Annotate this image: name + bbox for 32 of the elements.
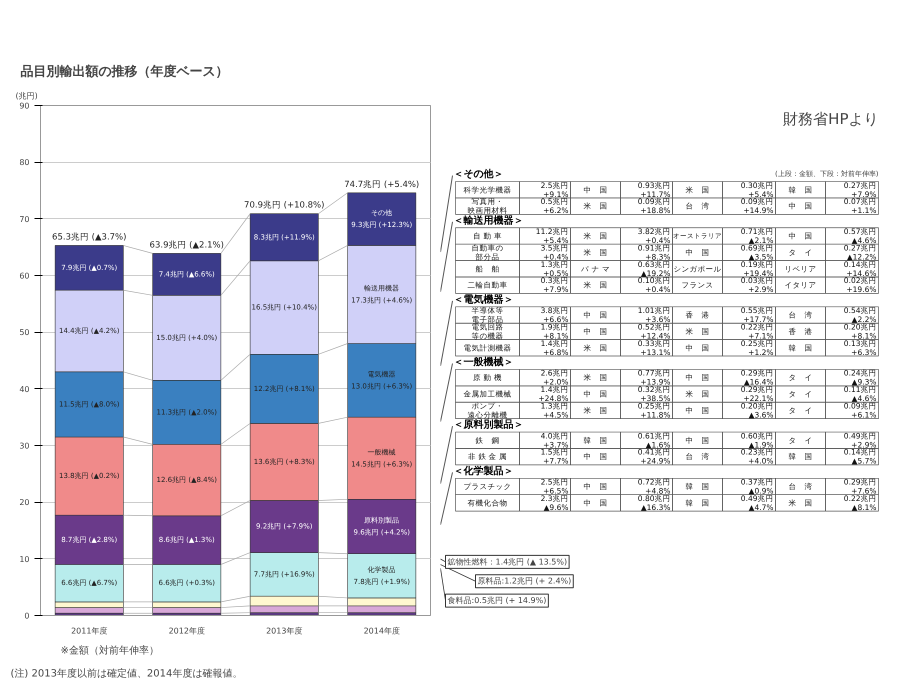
x-tick-label: 2012年度 xyxy=(168,626,205,636)
y-tick-label: 70 xyxy=(19,214,30,224)
y-tick-label: 90 xyxy=(19,102,30,110)
text: ＜一般機械＞ xyxy=(454,356,514,368)
x-tick-label: 2014年度 xyxy=(364,626,400,636)
y-tick-label: 40 xyxy=(19,384,30,394)
x-tick-label: 2011年度 xyxy=(71,626,108,636)
total-label: 63.9兆円 (▲2.1%) xyxy=(150,239,224,250)
y-tick-label: 20 xyxy=(19,498,30,508)
text: ※金額（対前年伸率） xyxy=(60,644,159,656)
total-label: 70.9兆円 (+10.8%) xyxy=(244,200,324,211)
y-tick-label: 60 xyxy=(19,272,30,280)
text: ＜その他＞ xyxy=(454,168,504,180)
text: ＜原料別製品＞ xyxy=(454,418,524,431)
y-tick-label: 10 xyxy=(19,554,30,564)
total-label: 74.7兆円 (+5.4%) xyxy=(344,178,420,190)
y-tick-label: 50 xyxy=(19,328,30,338)
text: ＜電気機器＞ xyxy=(454,293,514,306)
text: 食料品:0.5兆円 (+ 14.9%) xyxy=(448,596,546,606)
chart-title: 品目別輸出額の推移（年度ベース） xyxy=(20,64,228,80)
y-tick-label: 80 xyxy=(19,158,30,168)
y-axis-title: (兆円) xyxy=(16,92,38,100)
text: ＜輸送用機器＞ xyxy=(454,214,524,226)
text: (注) 2013年度以前は確定値、2014年度は確報値。 xyxy=(10,668,242,680)
text: 鉱物性燃料：1.4兆円 (▲ 13.5%) xyxy=(448,557,568,566)
total-label: 65.3兆円 (▲3.7%) xyxy=(52,231,126,242)
text: ＜化学製品＞ xyxy=(454,464,514,477)
text: 財務省HPより xyxy=(783,110,879,128)
text: 原料品:1.2兆円 (+ 2.4%) xyxy=(478,576,572,586)
y-tick-label: 30 xyxy=(19,442,30,450)
y-tick-label: 0 xyxy=(24,612,30,620)
x-tick-label: 2013年度 xyxy=(266,626,302,636)
